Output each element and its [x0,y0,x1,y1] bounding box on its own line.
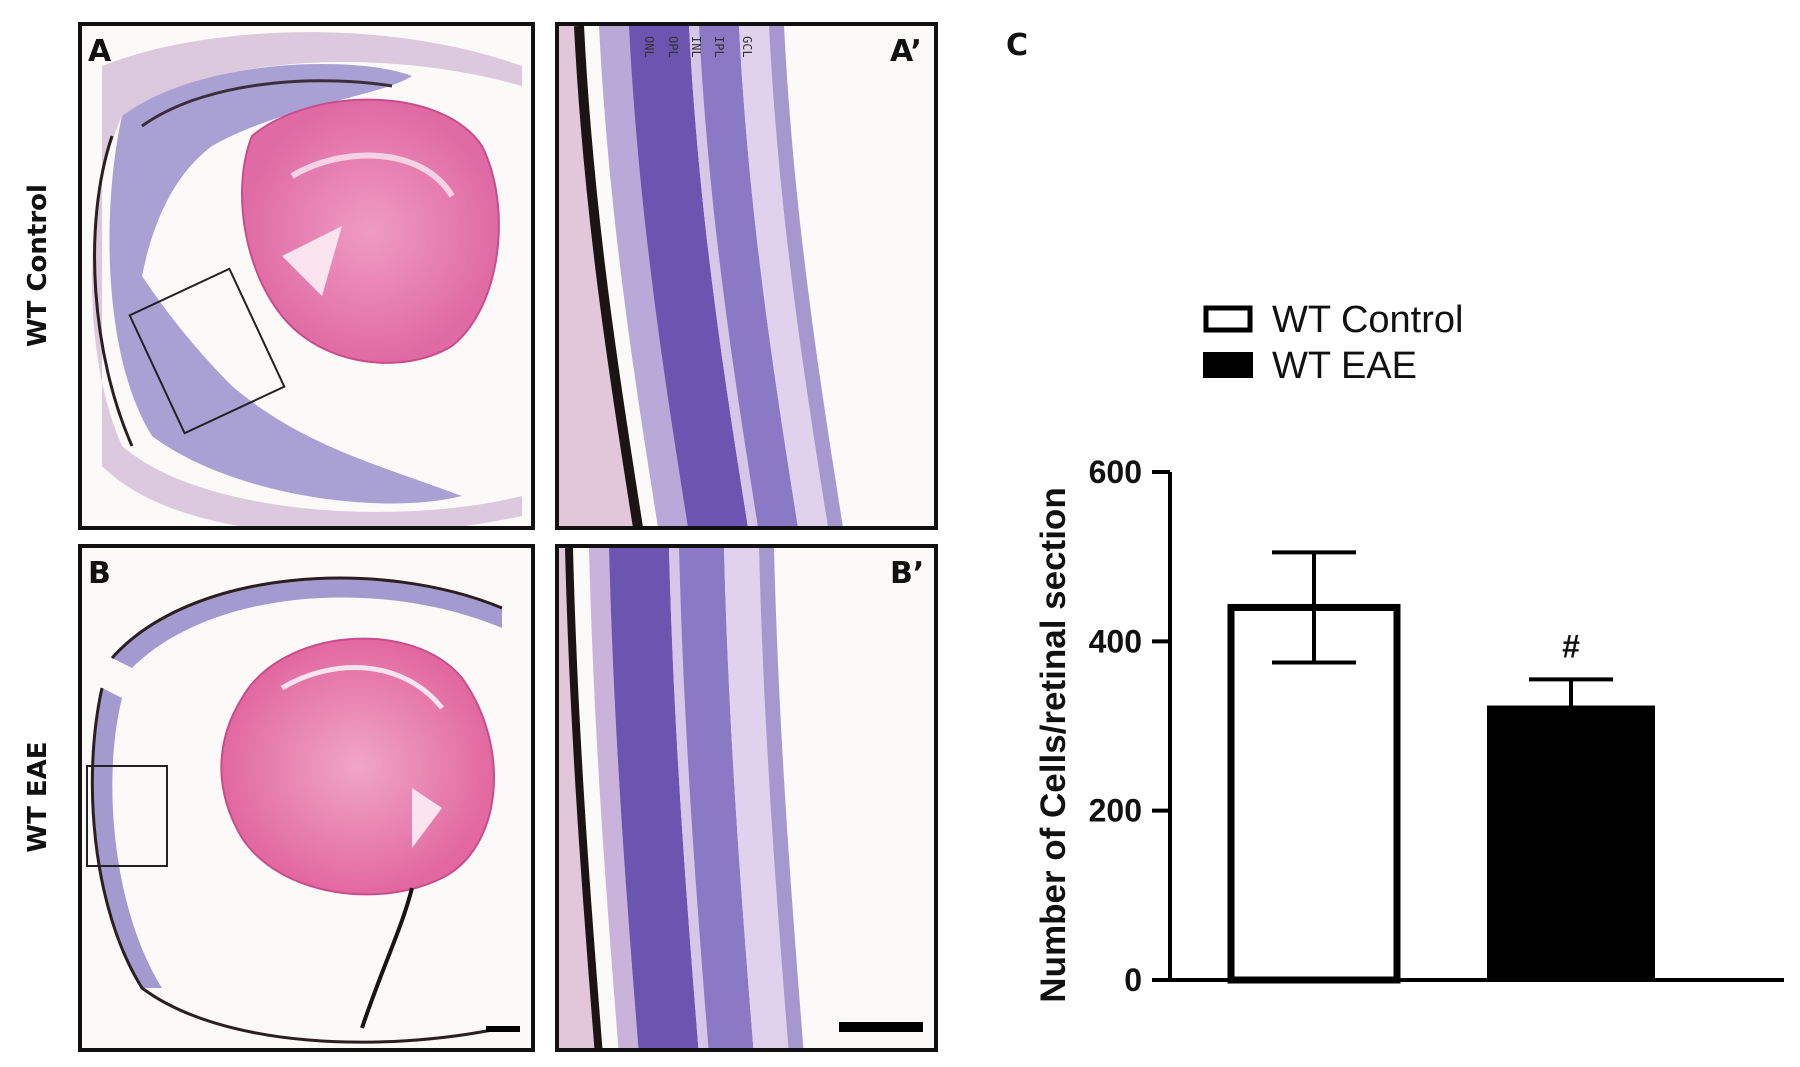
panel-label-b-prime: B’ [890,556,925,591]
panel-label-b: B [88,556,111,591]
bar-wt-eae [1487,705,1655,981]
y-axis-label: Number of Cells/retinal section [1034,487,1073,1002]
layer-label-inl: INL [689,36,703,58]
chart-legend: WT Control WT EAE [1203,299,1463,387]
scale-bar-b [486,1026,520,1032]
eye-histology-image-a [92,32,522,526]
chart-bars: # [1227,550,1655,984]
legend-label-wt-control: WT Control [1272,299,1463,341]
significance-annotation: # [1562,628,1580,664]
layer-label-onl: ONL [642,36,656,58]
y-tick-label: 600 [1089,454,1142,490]
retina-histology-image-a-prime [559,26,843,526]
bar-wt-control [1227,603,1401,984]
layer-label-ipl: IPL [712,36,726,58]
row-label-wt-eae: WT EAE [23,741,53,853]
panel-a-eye-section [78,22,535,530]
panel-b-eye-section [78,544,535,1052]
row-label-wt-control: WT Control [23,184,53,347]
panel-label-c: C [1006,28,1029,63]
y-tick-label: 0 [1124,962,1142,998]
chart-axes: 0 200 400 600 [1089,454,1784,998]
y-tick-label: 400 [1089,623,1142,659]
bar-chart-cells-per-section: WT Control WT EAE Number of Cells/retina… [1034,299,1784,1003]
eye-histology-image-b [86,576,503,1044]
legend-swatch-wt-control [1203,305,1253,333]
retina-histology-image-b-prime [559,548,804,1048]
layer-label-gcl: GCL [740,36,754,58]
scale-bar-b-prime [839,1022,923,1032]
panel-label-a-prime: A’ [890,34,922,69]
legend-label-wt-eae: WT EAE [1272,345,1417,387]
y-tick-label: 200 [1089,793,1142,829]
panel-a-prime-retina-zoom [555,22,938,530]
panel-b-prime-retina-zoom [555,544,938,1052]
layer-label-opl: OPL [666,36,680,58]
panel-label-a: A [88,34,112,69]
legend-swatch-wt-eae [1203,352,1253,378]
